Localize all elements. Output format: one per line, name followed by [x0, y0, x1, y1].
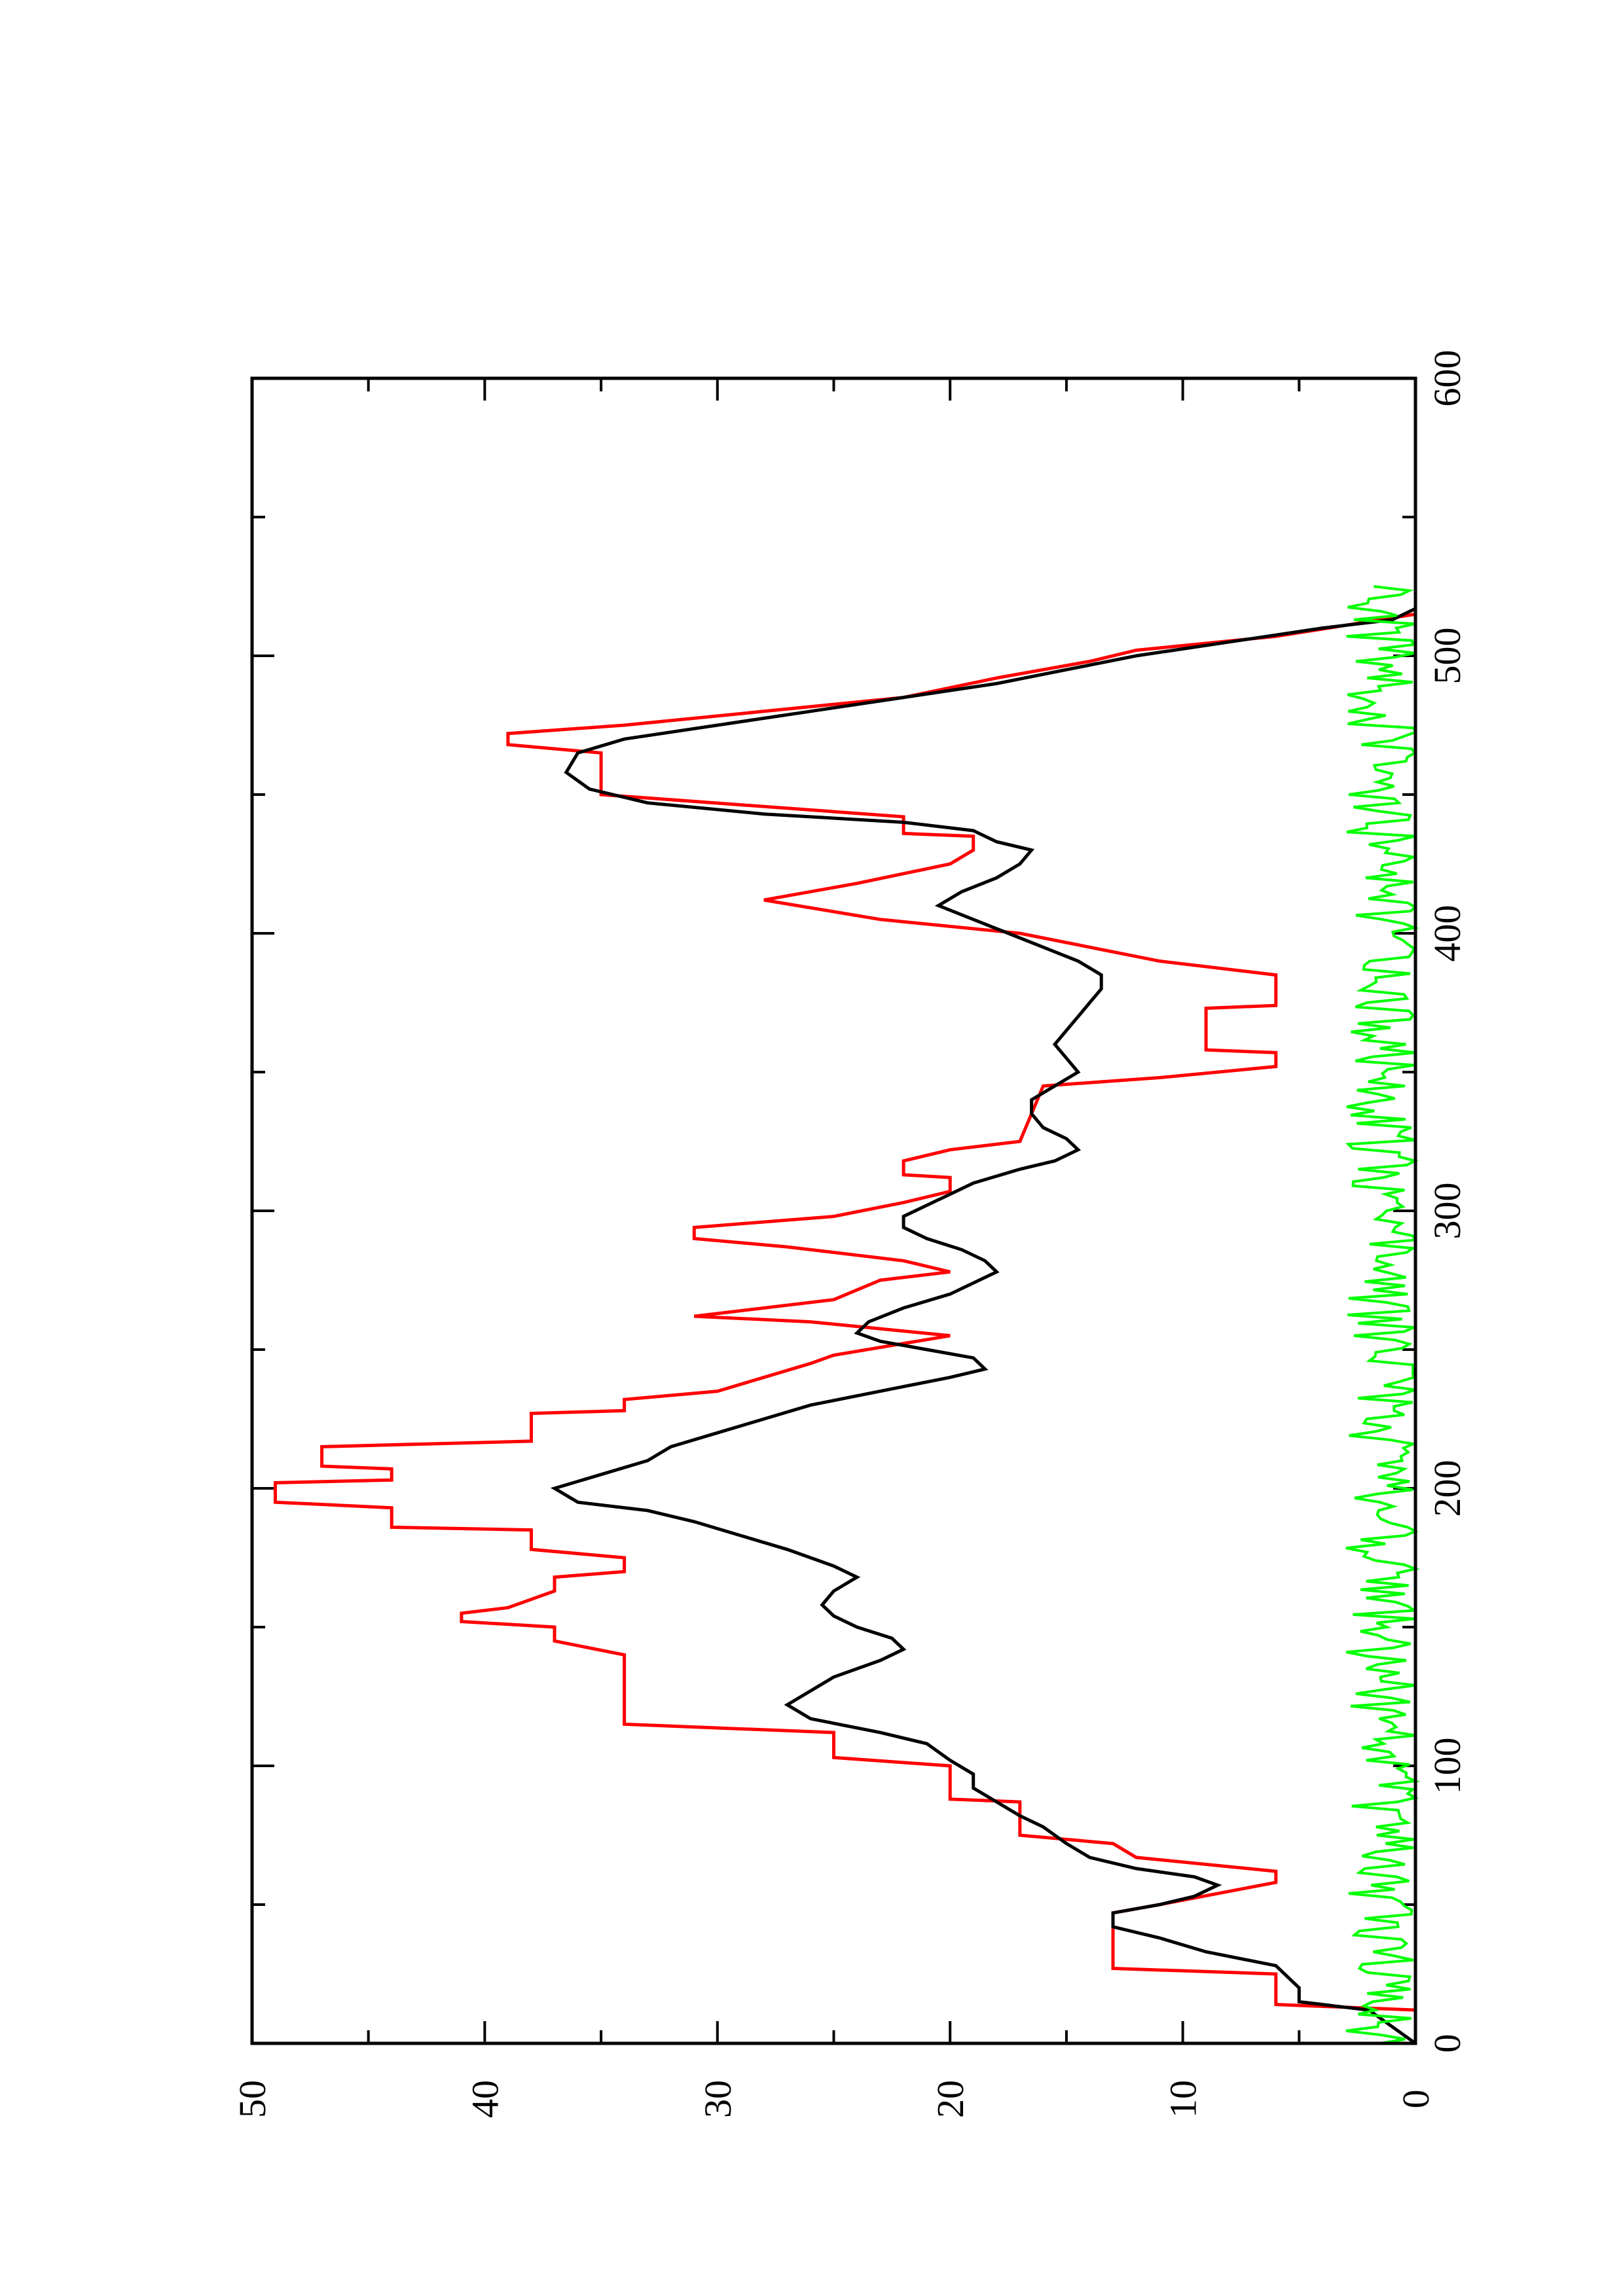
series-line-0: [274, 586, 1417, 2043]
x-tick-label: 500: [1426, 628, 1468, 685]
series-line-2: [1345, 585, 1421, 2045]
x-tick-label: 600: [1426, 350, 1468, 407]
y-tick-label: 50: [231, 2080, 274, 2118]
x-tick-label: 400: [1426, 905, 1468, 962]
y-tick-label: 10: [1162, 2080, 1205, 2118]
y-axis-ticks: 0 10 20 30 40 50: [231, 378, 1437, 2118]
x-tick-label: 300: [1426, 1183, 1468, 1240]
x-axis-ticks: 0 100 200 300 400 500 600: [252, 350, 1468, 2053]
y-tick-label: 40: [464, 2080, 506, 2118]
y-tick-label: 20: [929, 2080, 972, 2118]
y-tick-label: 30: [697, 2080, 739, 2118]
x-tick-label: 200: [1426, 1460, 1468, 1517]
x-tick-label: 0: [1426, 2034, 1468, 2053]
plot-frame: [250, 376, 1417, 2045]
y-tick-label: 0: [1395, 2090, 1437, 2109]
series-line-1: [550, 586, 1417, 2045]
x-tick-label: 100: [1426, 1738, 1468, 1795]
series-layer: [274, 585, 1421, 2045]
